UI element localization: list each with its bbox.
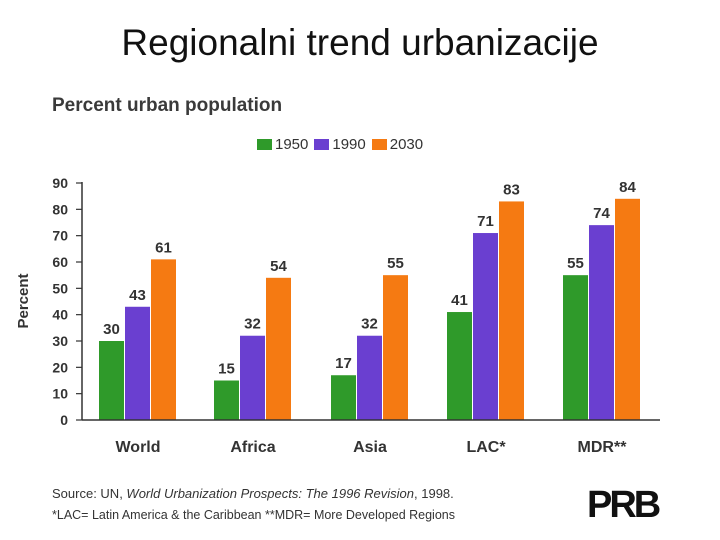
source-title: World Urbanization Prospects: The 1996 R… — [126, 486, 415, 501]
bar-1990 — [473, 233, 498, 420]
data-label: 30 — [103, 321, 120, 338]
y-axis-label: Percent — [15, 273, 32, 328]
y-tick-label: 50 — [52, 280, 68, 296]
legend-swatch-1990 — [314, 139, 330, 150]
data-label: 15 — [218, 361, 235, 378]
prb-logo: PRB — [587, 484, 663, 522]
source-suffix: , 1998. — [414, 486, 454, 501]
data-label: 32 — [361, 316, 378, 333]
bar-2030 — [499, 201, 524, 420]
y-tick-label: 10 — [52, 386, 68, 402]
bar-1950 — [563, 275, 588, 420]
source-note: Source: UN, World Urbanization Prospects… — [52, 486, 454, 501]
legend-swatch-1950 — [257, 139, 272, 150]
y-tick-label: 70 — [52, 228, 68, 244]
bar-1990 — [240, 335, 265, 420]
x-category-label: World — [115, 439, 160, 456]
bar-2030 — [266, 277, 291, 420]
y-tick-label: 60 — [52, 254, 68, 270]
chart-legend: 1950 1990 2030 — [257, 136, 429, 153]
y-tick-label: 90 — [52, 175, 68, 191]
legend-label-1990: 1990 — [332, 136, 366, 153]
data-label: 74 — [593, 205, 610, 222]
legend-item-1990: 1990 — [314, 136, 366, 153]
data-label: 17 — [335, 355, 352, 372]
y-tick-label: 80 — [52, 201, 68, 217]
data-label: 84 — [619, 179, 636, 196]
legend-swatch-2030 — [371, 139, 387, 150]
x-category-label: Asia — [353, 439, 387, 456]
bar-2030 — [151, 259, 176, 420]
x-category-label: MDR** — [578, 439, 628, 456]
data-label: 61 — [155, 239, 172, 256]
data-label: 83 — [503, 181, 520, 198]
legend-item-1950: 1950 — [257, 136, 308, 153]
bar-2030 — [615, 198, 640, 420]
chart-title: Percent urban population — [52, 95, 283, 116]
x-category-label: LAC* — [466, 439, 506, 456]
bar-1990 — [589, 225, 614, 420]
data-label: 71 — [477, 213, 494, 230]
y-tick-label: 20 — [52, 359, 68, 375]
y-tick-label: 40 — [52, 307, 68, 323]
footnote: *LAC= Latin America & the Caribbean **MD… — [52, 508, 455, 522]
slide-title: Regionalni trend urbanizacije — [121, 22, 599, 63]
bar-1950 — [331, 375, 356, 420]
bar-1950 — [214, 380, 239, 420]
bar-1990 — [357, 335, 382, 420]
legend-label-1950: 1950 — [275, 136, 309, 153]
y-tick-label: 30 — [52, 333, 68, 349]
data-label: 55 — [387, 255, 404, 272]
legend-item-2030: 2030 — [371, 136, 424, 153]
logo-text: PRB — [587, 484, 660, 522]
data-label: 54 — [270, 258, 287, 275]
data-label: 32 — [244, 316, 261, 333]
data-label: 41 — [451, 292, 468, 309]
bar-2030 — [383, 275, 408, 420]
bar-1950 — [447, 312, 472, 420]
bar-1950 — [99, 341, 124, 420]
y-tick-label: 0 — [60, 412, 68, 428]
data-label: 43 — [129, 287, 146, 304]
x-category-label: Africa — [230, 439, 275, 456]
source-prefix: Source: UN, — [52, 486, 127, 501]
legend-label-2030: 2030 — [389, 136, 424, 153]
data-label: 55 — [567, 255, 584, 272]
bar-1990 — [125, 306, 150, 420]
